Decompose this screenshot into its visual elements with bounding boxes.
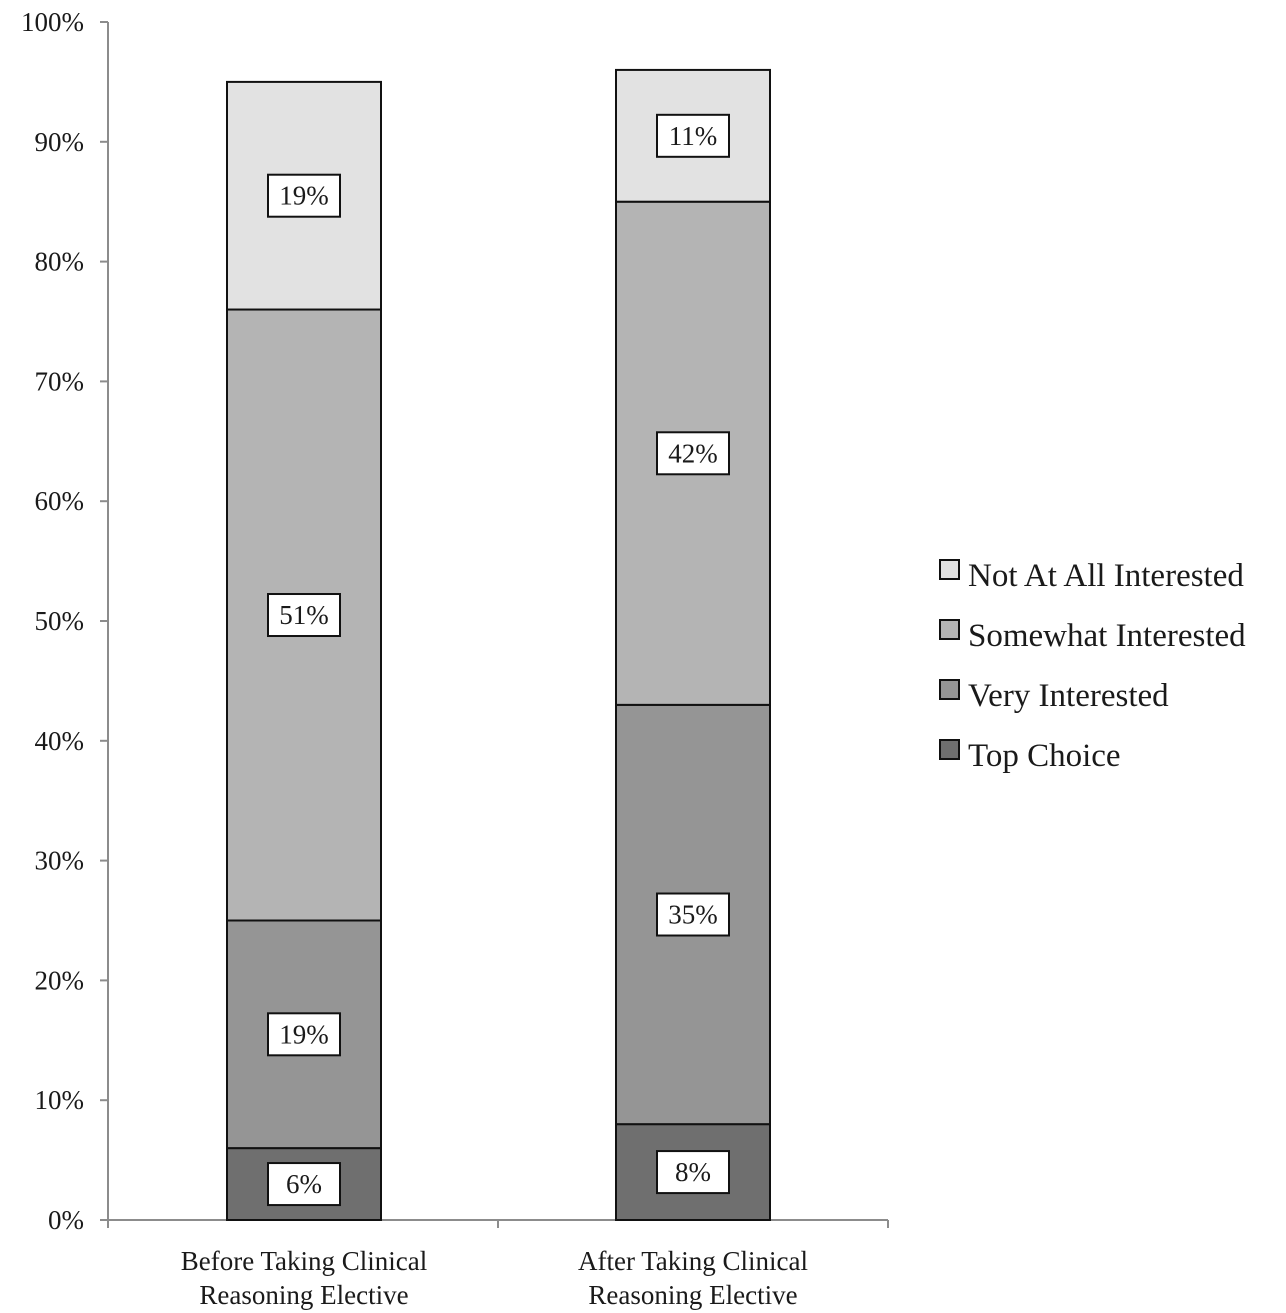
y-tick-label: 30% [35,846,85,876]
y-tick-label: 10% [35,1085,85,1115]
y-tick-label: 60% [35,486,85,516]
legend-label: Not At All Interested [968,558,1244,594]
legend-swatch [939,739,960,760]
data-label-box [656,1150,730,1195]
legend-swatch [939,679,960,700]
data-label-box [656,892,730,937]
data-label: 51% [279,600,329,630]
y-tick-label: 40% [35,726,85,756]
data-label: 6% [286,1169,322,1199]
y-tick-label: 20% [35,965,85,995]
legend: Not At All Interested Somewhat Interested… [939,558,1246,774]
data-label-box [656,431,730,476]
y-tick-label: 80% [35,247,85,277]
legend-swatch [939,559,960,580]
y-tick-label: 90% [35,127,85,157]
y-tick-label: 0% [48,1205,84,1235]
legend-label: Somewhat Interested [968,618,1246,654]
data-label: 8% [675,1157,711,1187]
data-label-box [267,173,341,218]
legend-label: Top Choice [968,738,1121,774]
data-label: 11% [669,121,718,151]
y-axis: 0% 10% 20% 30% 40% 50% 60% 70% 80% 90% 100% [21,7,109,1235]
data-label: 42% [668,438,718,468]
data-labels: 6% 19% 51% 19% 8% 35% 42% 11% [267,113,730,1207]
data-label-box [267,1162,341,1207]
data-label-box [656,113,730,158]
data-label: 19% [279,1019,329,1049]
data-label: 19% [279,181,329,211]
y-tick-label: 70% [35,366,85,396]
legend-swatch [939,619,960,640]
x-category-label: Before Taking Clinical Reasoning Elective [181,1246,428,1310]
x-axis: Before Taking Clinical Reasoning Elective… [107,1219,889,1310]
data-label-box [267,593,341,638]
data-label: 35% [668,900,718,930]
y-tick-label: 50% [35,606,85,636]
y-tick-label: 100% [21,7,84,37]
x-category-label: After Taking Clinical Reasoning Elective [578,1246,808,1310]
data-label-box [267,1012,341,1057]
legend-label: Very Interested [968,678,1169,714]
